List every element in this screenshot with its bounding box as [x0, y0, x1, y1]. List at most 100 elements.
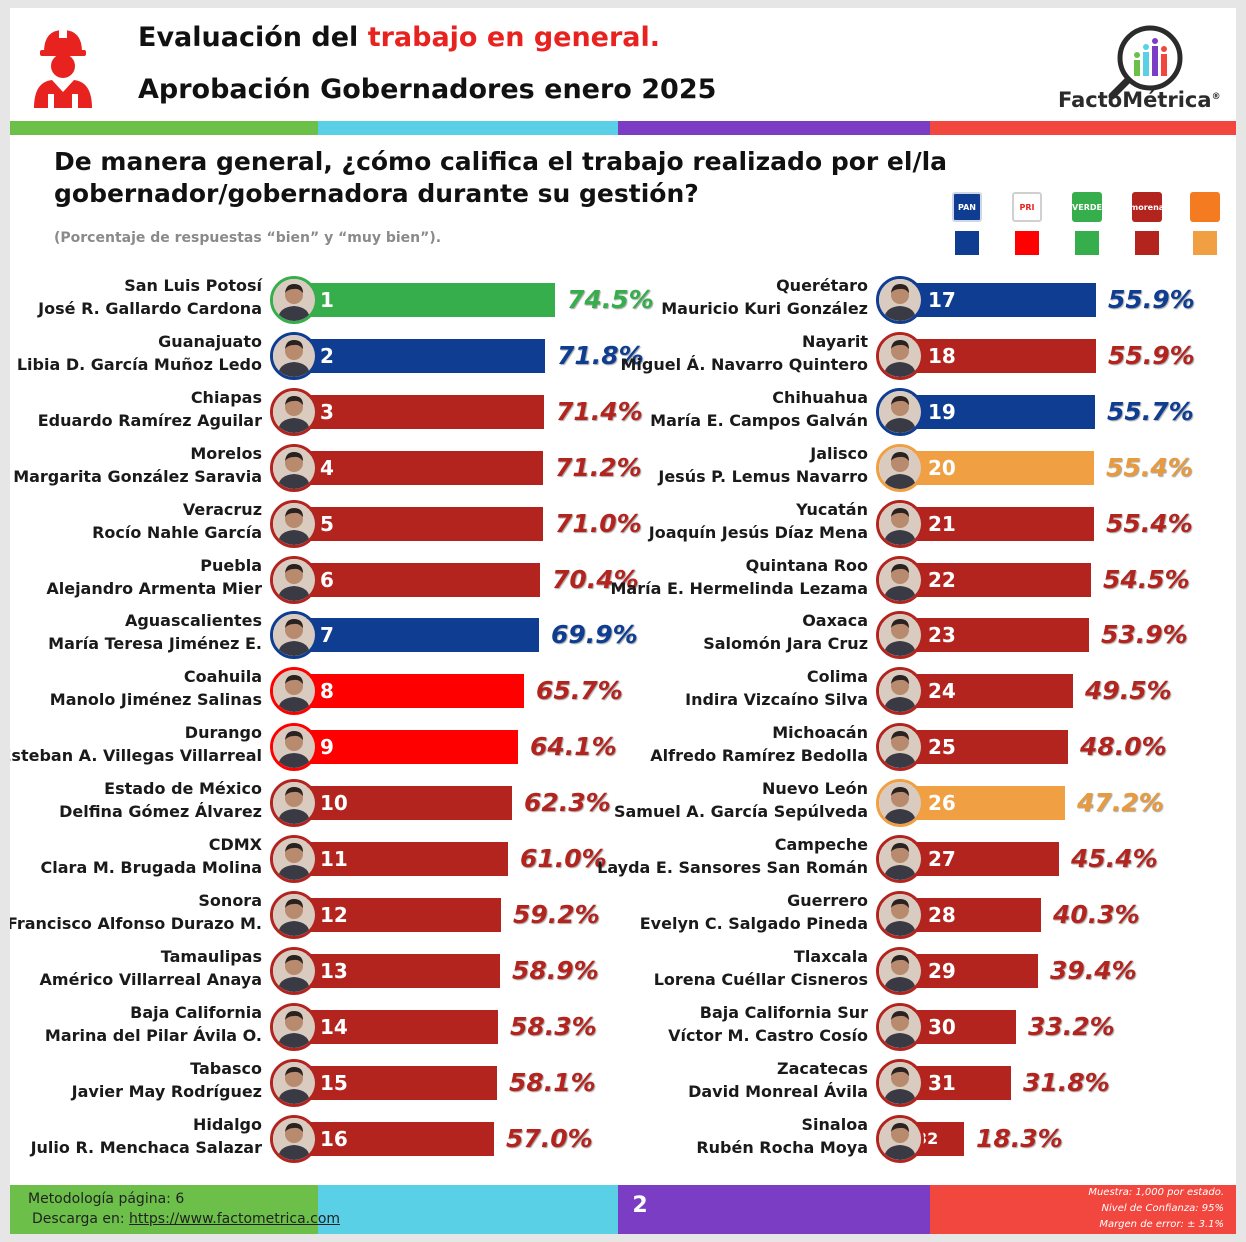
- download-link[interactable]: https://www.factometrica.com: [129, 1211, 341, 1227]
- state-name: Estado de México: [104, 779, 262, 798]
- approval-bar: 30: [908, 1010, 1016, 1044]
- footer-stripe-green: [10, 1185, 318, 1234]
- approval-value-label: 58.9%: [512, 956, 599, 985]
- approval-value-label: 33.2%: [1028, 1012, 1115, 1041]
- row-label: Durango Esteban A. Villegas Villarreal: [10, 721, 262, 767]
- rank-label: 21: [928, 512, 956, 536]
- governor-name: Víctor M. Castro Cosío: [668, 1026, 868, 1045]
- state-name: Baja California: [130, 1003, 262, 1022]
- row-label: Coahuila Manolo Jiménez Salinas: [50, 665, 262, 711]
- row-label: Baja California Sur Víctor M. Castro Cosí…: [668, 1001, 868, 1047]
- legend-label-pan: PAN: [957, 202, 976, 212]
- legend-label-pri: PRI: [1019, 202, 1035, 212]
- row-label: Tabasco Javier May Rodríguez: [72, 1057, 262, 1103]
- registered-mark: ®: [1211, 92, 1221, 102]
- rank-label: 9: [320, 735, 334, 759]
- stripe-green: [10, 121, 318, 135]
- approval-bar: 18: [908, 339, 1096, 373]
- row-label: CDMX Clara M. Brugada Molina: [41, 833, 262, 879]
- approval-bar: 20: [908, 451, 1094, 485]
- governor-name: Evelyn C. Salgado Pineda: [639, 914, 868, 933]
- governor-name: Esteban A. Villegas Villarreal: [10, 746, 262, 765]
- approval-bar: 22: [908, 563, 1091, 597]
- governor-photo-icon: [270, 388, 318, 436]
- governor-photo-icon: [876, 947, 924, 995]
- approval-value-label: 65.7%: [536, 676, 623, 705]
- governor-photo-icon: [876, 276, 924, 324]
- download-note: Descarga en: https://www.factometrica.co…: [32, 1211, 340, 1227]
- governor-name: Layda E. Sansores San Román: [597, 858, 868, 877]
- approval-bar: 1: [300, 283, 555, 317]
- rank-label: 1: [320, 288, 334, 312]
- rank-label: 5: [320, 512, 334, 536]
- approval-value-label: 58.3%: [510, 1012, 597, 1041]
- margin-note: Margen de error: ± 3.1%: [1099, 1219, 1224, 1230]
- state-name: Colima: [806, 667, 868, 686]
- state-name: Sonora: [198, 891, 262, 910]
- governor-name: Joaquín Jesús Díaz Mena: [648, 523, 868, 542]
- approval-bar: 17: [908, 283, 1096, 317]
- legend-logo-pri: PRI: [1012, 192, 1042, 222]
- rank-label: 26: [928, 791, 956, 815]
- governor-photo-icon: [270, 1003, 318, 1051]
- rank-label: 7: [320, 623, 334, 647]
- state-name: Baja California Sur: [699, 1003, 868, 1022]
- row-label: Sonora Francisco Alfonso Durazo M.: [10, 889, 262, 935]
- legend-swatch-pri: [1015, 231, 1039, 255]
- state-name: Chihuahua: [772, 388, 868, 407]
- approval-value-label: 40.3%: [1053, 900, 1140, 929]
- title-line-1: Evaluación del trabajo en general.: [138, 22, 660, 53]
- approval-value-label: 70.4%: [552, 565, 639, 594]
- row-label: Puebla Alejandro Armenta Mier: [46, 554, 262, 600]
- governor-photo-icon: [876, 835, 924, 883]
- governor-photo-icon: [270, 947, 318, 995]
- state-name: Nayarit: [802, 332, 868, 351]
- rank-label: 31: [928, 1071, 956, 1095]
- legend-swatch-pvem: [1075, 231, 1099, 255]
- approval-bar: 23: [908, 618, 1089, 652]
- row-label: Quintana Roo María E. Hermelinda Lezama: [611, 554, 869, 600]
- approval-bar: 26: [908, 786, 1065, 820]
- governor-name: Delfina Gómez Álvarez: [59, 802, 262, 821]
- governor-name: Américo Villarreal Anaya: [39, 970, 262, 989]
- rank-label: 19: [928, 400, 956, 424]
- title-line-2: Aprobación Gobernadores enero 2025: [138, 74, 717, 105]
- governor-photo-icon: [876, 500, 924, 548]
- row-label: Tamaulipas Américo Villarreal Anaya: [40, 945, 262, 991]
- row-label: Nayarit Miguel Á. Navarro Quintero: [621, 330, 869, 376]
- governor-photo-icon: [876, 611, 924, 659]
- legend-logo-pan: PAN: [952, 192, 982, 222]
- governor-photo-icon: [270, 444, 318, 492]
- governor-name: Julio R. Menchaca Salazar: [30, 1138, 262, 1157]
- approval-value-label: 39.4%: [1050, 956, 1137, 985]
- governor-photo-icon: [876, 1003, 924, 1051]
- state-name: Zacatecas: [777, 1059, 868, 1078]
- approval-value-label: 57.0%: [506, 1124, 593, 1153]
- approval-value-label: 58.1%: [509, 1068, 596, 1097]
- approval-bar: 27: [908, 842, 1059, 876]
- rank-label: 25: [928, 735, 956, 759]
- row-label: Estado de México Delfina Gómez Álvarez: [59, 777, 262, 823]
- row-label: Querétaro Mauricio Kuri González: [661, 274, 868, 320]
- governor-name: Rubén Rocha Moya: [696, 1138, 868, 1157]
- brand-text: FactoMétrica: [1058, 88, 1212, 112]
- rank-label: 22: [928, 568, 956, 592]
- approval-bar: 2: [300, 339, 545, 373]
- download-prefix: Descarga en:: [32, 1211, 130, 1227]
- state-name: Tamaulipas: [160, 947, 262, 966]
- governor-photo-icon: [270, 723, 318, 771]
- approval-bar: 14: [300, 1010, 498, 1044]
- state-name: Guanajuato: [158, 332, 262, 351]
- legend-swatch-mc: [1193, 231, 1217, 255]
- legend-logo-morena: morena: [1130, 192, 1164, 222]
- governor-photo-icon: [270, 500, 318, 548]
- row-label: Chihuahua María E. Campos Galván: [650, 386, 868, 432]
- methodology-note: Metodología página: 6: [28, 1191, 185, 1207]
- approval-value-label: 62.3%: [524, 788, 611, 817]
- row-label: Zacatecas David Monreal Ávila: [688, 1057, 868, 1103]
- legend-swatch-morena: [1135, 231, 1159, 255]
- legend-logo-mc: [1190, 192, 1220, 222]
- governor-photo-icon: [270, 835, 318, 883]
- rank-label: 23: [928, 623, 956, 647]
- governor-photo-icon: [270, 1059, 318, 1107]
